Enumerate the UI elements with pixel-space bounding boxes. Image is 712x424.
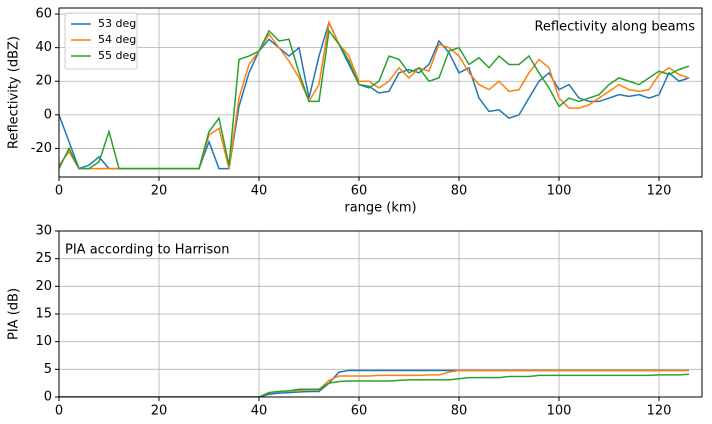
x-tick-label: 100: [547, 184, 572, 199]
x-tick-label: 40: [251, 184, 268, 199]
y-tick-label: 20: [35, 279, 52, 294]
y-tick-label: 5: [44, 362, 52, 377]
x-axis-label: range (km): [344, 201, 416, 216]
x-tick-label: 40: [251, 404, 268, 419]
x-tick-label: 80: [451, 404, 468, 419]
y-tick-label: 30: [35, 224, 52, 239]
x-tick-label: 20: [151, 404, 168, 419]
x-tick-label: 20: [151, 184, 168, 199]
data-line: [59, 28, 690, 170]
y-tick-label: 40: [35, 40, 52, 55]
data-line: [59, 369, 689, 397]
y-tick-label: 15: [35, 307, 52, 322]
y-tick-label: 0: [44, 107, 52, 122]
y-tick-label: 0: [44, 390, 52, 405]
x-tick-label: 60: [351, 184, 368, 199]
x-tick-label: 120: [647, 184, 672, 199]
y-tick-label: -20: [31, 141, 52, 156]
legend-label: 54 deg: [98, 33, 136, 46]
data-line: [59, 369, 689, 397]
y-axis-label: Reflectivity (dBZ): [7, 36, 22, 149]
annotation: PIA according to Harrison: [65, 243, 229, 258]
x-tick-label: 80: [451, 184, 468, 199]
y-tick-label: 60: [35, 7, 52, 22]
y-tick-label: 25: [35, 251, 52, 266]
data-line: [59, 373, 690, 397]
x-tick-label: 100: [547, 404, 572, 419]
x-tick-label: 0: [55, 184, 63, 199]
legend-box: [64, 12, 138, 70]
annotation: Reflectivity along beams: [534, 20, 695, 35]
y-tick-label: 10: [35, 334, 52, 349]
axes-frame: [58, 230, 703, 398]
legend-label: 53 deg: [98, 17, 136, 30]
x-tick-label: 0: [55, 404, 63, 419]
y-tick-label: 20: [35, 74, 52, 89]
axes-frame: [58, 7, 703, 178]
y-axis-label: PIA (dB): [7, 288, 22, 340]
x-tick-label: 120: [647, 404, 672, 419]
x-tick-label: 60: [351, 404, 368, 419]
legend-label: 55 deg: [98, 49, 136, 62]
